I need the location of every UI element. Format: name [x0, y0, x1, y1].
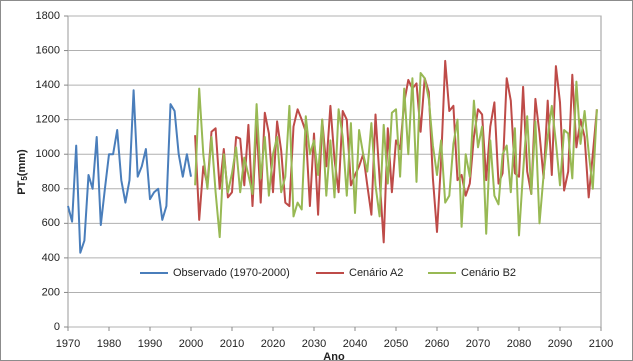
y-tick-label: 0: [54, 321, 60, 333]
y-tick-label: 1200: [36, 114, 60, 126]
x-tick-label: 2070: [466, 338, 490, 350]
x-tick-label: 2020: [261, 338, 285, 350]
y-tick-label: 1600: [36, 44, 60, 56]
y-tick-label: 200: [42, 286, 60, 298]
x-axis-label: Ano: [323, 351, 345, 361]
y-tick-label: 1800: [36, 10, 60, 22]
series-line: [194, 72, 598, 239]
x-tick-label: 2030: [302, 338, 326, 350]
x-tick-label: 1970: [56, 338, 80, 350]
x-tick-label: 2080: [507, 338, 531, 350]
x-tick-label: 2100: [589, 338, 613, 350]
x-tick-label: 2050: [384, 338, 408, 350]
y-tick-label: 1000: [36, 148, 60, 160]
legend-label: Cenário B2: [461, 267, 516, 279]
y-tick-label: 400: [42, 252, 60, 264]
x-tick-label: 1990: [138, 338, 162, 350]
y-tick-label: 800: [42, 183, 60, 195]
y-axis-label: PT5(mm): [16, 149, 29, 195]
legend-label: Observado (1970-2000): [173, 267, 290, 279]
x-tick-label: 1980: [97, 338, 121, 350]
x-tick-label: 2000: [179, 338, 203, 350]
x-tick-label: 2060: [425, 338, 449, 350]
series-line: [67, 89, 192, 254]
legend-label: Cenário A2: [349, 267, 403, 279]
x-tick-label: 2090: [548, 338, 572, 350]
y-tick-label: 600: [42, 217, 60, 229]
x-tick-label: 2040: [343, 338, 367, 350]
x-tick-label: 2010: [220, 338, 244, 350]
y-tick-label: 1400: [36, 79, 60, 91]
